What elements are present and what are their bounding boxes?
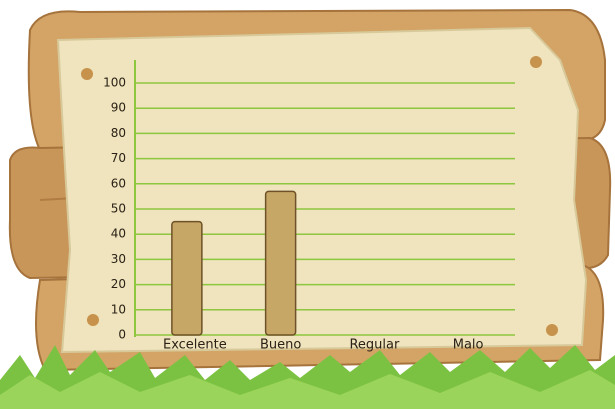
y-tick-label: 40 [111,227,126,241]
x-tick-label: Regular [349,338,400,353]
y-tick-label: 90 [111,101,126,115]
y-tick-label: 100 [103,76,126,90]
y-tick-label: 60 [111,176,126,190]
y-tick-label: 0 [118,328,126,342]
x-tick-label: Excelente [163,338,227,353]
y-tick-label: 50 [111,202,126,216]
y-tick-label: 30 [111,252,126,266]
bar [171,220,203,336]
nail [530,56,542,68]
x-tick-label: Bueno [260,338,301,353]
bar [264,190,297,336]
plot: 0 10 20 30 40 50 60 70 80 90 100 Excelente Bueno Regu… [103,76,515,353]
y-tick-label: 80 [111,126,126,140]
grass [0,370,615,409]
paper [56,26,588,354]
nail [546,324,558,336]
nail [81,68,93,80]
y-tick-label: 20 [111,277,126,291]
x-tick-label: Malo [453,338,484,353]
nail [87,314,99,326]
y-tick-label: 70 [111,151,126,165]
y-tick-label: 10 [111,302,126,316]
